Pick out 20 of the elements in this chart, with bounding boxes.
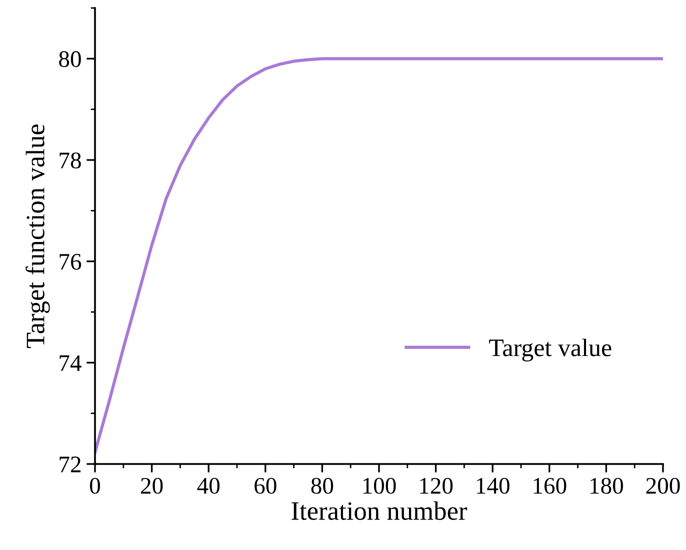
y-tick-label: 74 [60, 355, 82, 371]
x-tick-label: 100 [363, 478, 396, 494]
y-axis-title: Target function value [26, 124, 50, 348]
x-tick-label: 60 [254, 478, 276, 494]
x-tick-label: 120 [420, 478, 453, 494]
x-tick-label: 180 [590, 478, 624, 494]
y-tick-label: 80 [59, 51, 81, 68]
y-tick-label: 76 [60, 254, 82, 270]
x-tick-label: 200 [646, 478, 680, 494]
x-tick-label: 80 [311, 478, 334, 494]
x-tick-label: 20 [141, 478, 163, 494]
x-tick-label: 160 [534, 478, 566, 494]
x-axis-title: Iteration number [292, 501, 468, 520]
x-tick-label: 0 [90, 478, 100, 494]
y-tick-label: 78 [60, 152, 81, 168]
x-tick-label: 140 [476, 478, 510, 494]
legend-label: Target value [489, 338, 612, 362]
line-series [95, 57, 663, 454]
x-tick-label: 40 [197, 478, 220, 494]
y-tick-label: 72 [60, 456, 81, 472]
